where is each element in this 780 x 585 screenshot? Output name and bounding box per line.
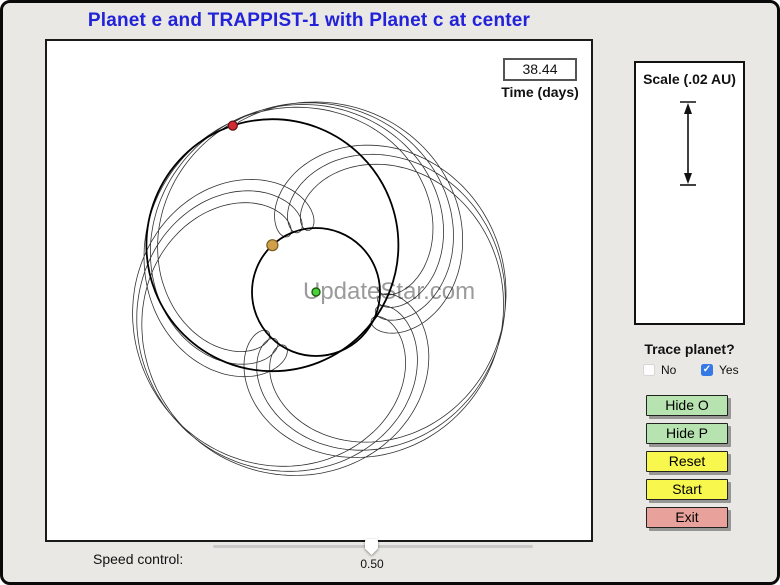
planet-c-dot xyxy=(311,287,321,297)
orbit-canvas: UpdateStar.com xyxy=(45,39,593,542)
scale-label: Scale (.02 AU) xyxy=(643,71,736,87)
trace-option-yes-label: Yes xyxy=(719,363,739,377)
start-button[interactable]: Start xyxy=(646,479,728,500)
star-orbit-circle xyxy=(251,227,381,357)
trappist-1-star-dot xyxy=(266,239,279,252)
reset-button[interactable]: Reset xyxy=(646,451,728,472)
planet-e-orbit-circle xyxy=(145,118,400,373)
trace-question: Trace planet? xyxy=(644,341,735,357)
hide-o-button[interactable]: Hide O xyxy=(646,395,728,416)
page-title: Planet e and TRAPPIST-1 with Planet c at… xyxy=(87,10,531,31)
speed-value: 0.50 xyxy=(360,557,384,571)
exit-button[interactable]: Exit xyxy=(646,507,728,528)
speed-control-label: Speed control: xyxy=(93,551,184,567)
trace-option-no-label: No xyxy=(661,363,677,377)
trace-option-no[interactable]: No xyxy=(643,363,676,377)
hide-p-button[interactable]: Hide P xyxy=(646,423,728,444)
speed-slider-thumb[interactable] xyxy=(365,539,378,555)
scale-arrow-icon xyxy=(680,101,696,186)
scale-panel: Scale (.02 AU) xyxy=(634,61,745,325)
time-label: Time (days) xyxy=(501,84,579,100)
planet-e-dot xyxy=(227,120,238,131)
time-display[interactable]: 38.44 xyxy=(503,58,577,81)
orbit-svg xyxy=(132,101,507,476)
checkbox-no-icon[interactable] xyxy=(643,364,655,376)
checkbox-yes-icon[interactable]: ✓ xyxy=(701,364,713,376)
trace-option-yes[interactable]: ✓ Yes xyxy=(701,363,739,377)
